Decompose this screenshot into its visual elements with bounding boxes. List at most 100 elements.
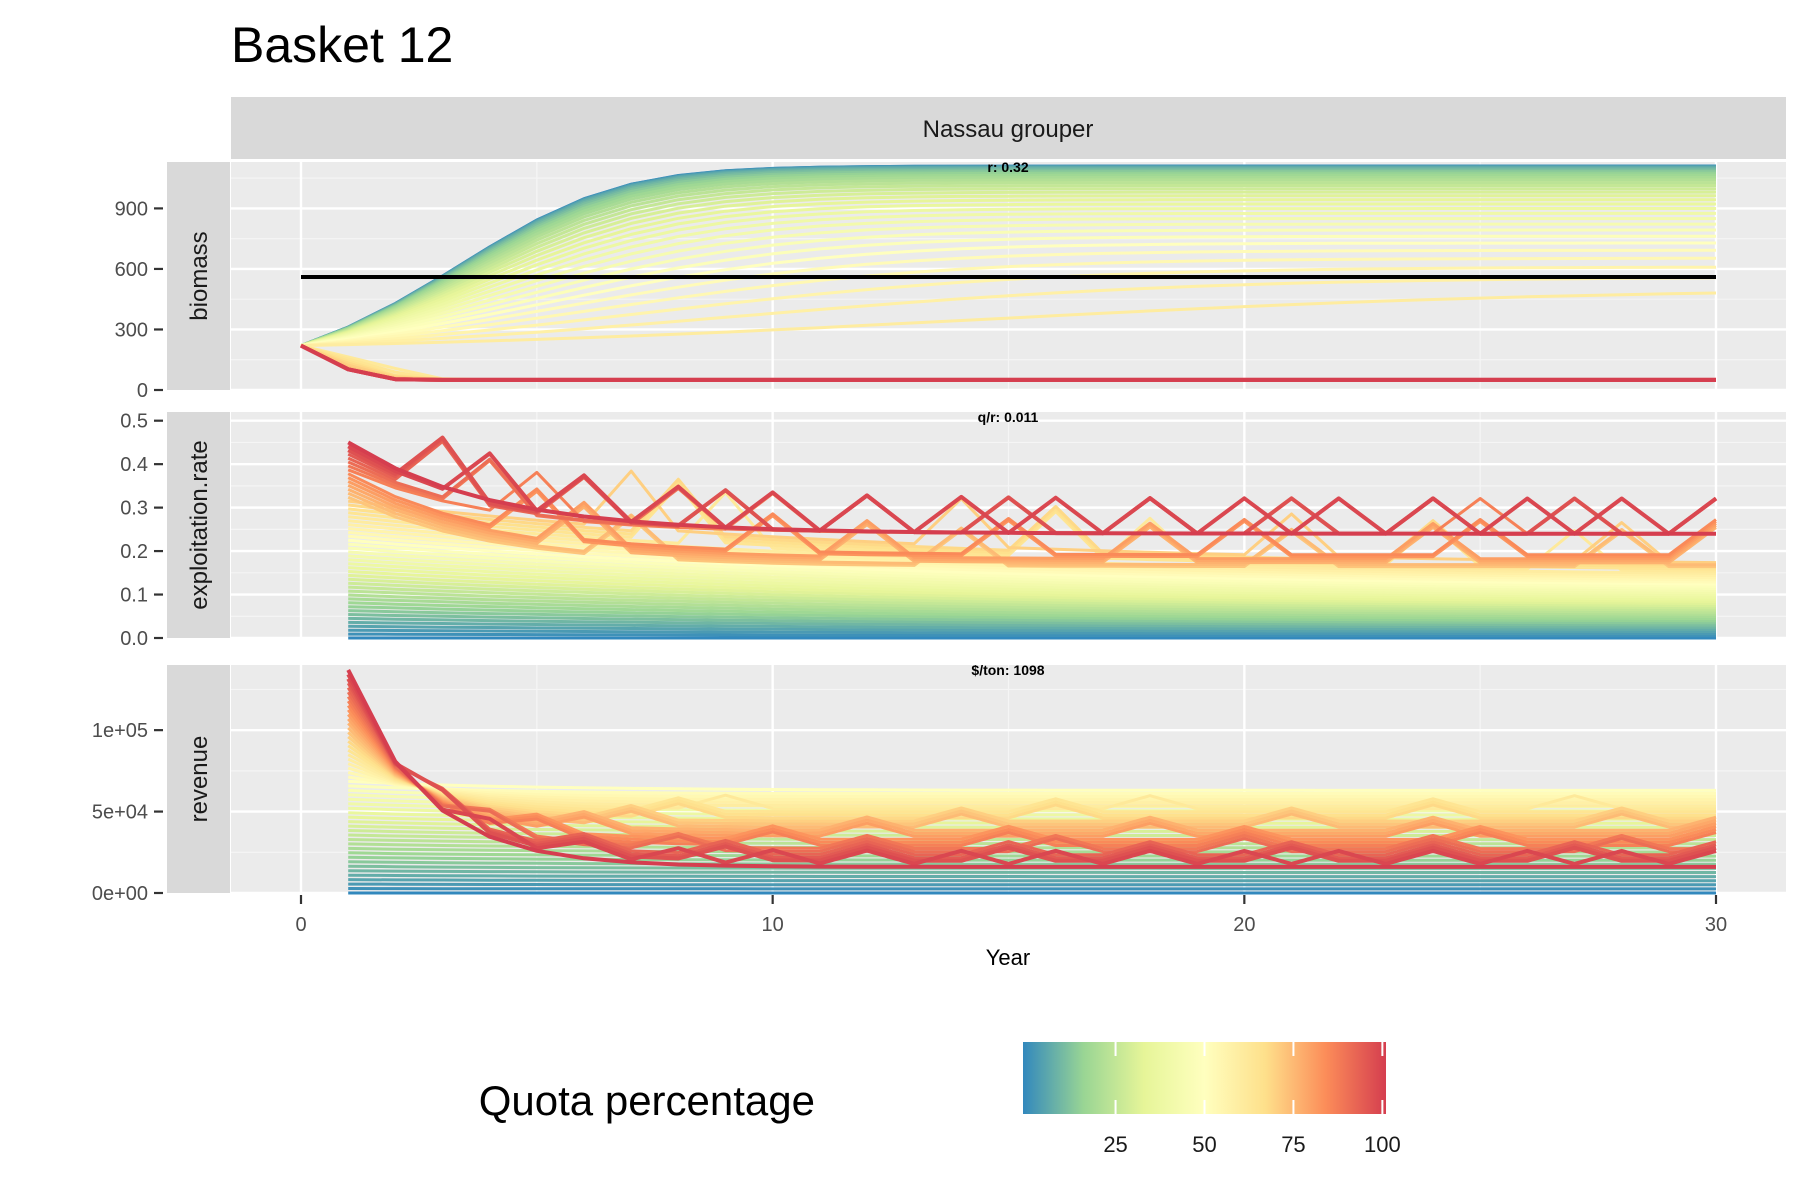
- series-line-quota-6: [348, 624, 1716, 633]
- y-tick-label: 0.3: [120, 498, 148, 520]
- series-line-quota-98: [347, 444, 1718, 536]
- y-tick-label: 0e+00: [92, 883, 148, 905]
- series-line-quota-14: [348, 860, 1716, 866]
- legend-tick-label: 50: [1192, 1132, 1216, 1157]
- series-line-quota-56: [347, 766, 1716, 802]
- facet-strip-label: Nassau grouper: [923, 116, 1094, 143]
- facet-strip-label: exploitation.rate: [186, 440, 213, 609]
- series-line-quota-8: [348, 620, 1717, 631]
- legend-title: Quota percentage: [479, 1077, 815, 1124]
- series-line-quota-84: [346, 704, 1717, 844]
- series-line-quota-38: [300, 207, 1716, 348]
- series-line-quota-66: [347, 744, 1716, 817]
- panel-biomass: r: 0.32 0 300 600 900 biomass: [115, 159, 1786, 402]
- series-line-quota-30: [300, 190, 1716, 348]
- y-tick-label: 900: [115, 198, 148, 220]
- panel-annotation: r: 0.32: [987, 159, 1028, 175]
- series-line-quota-14: [348, 609, 1717, 625]
- series-line-quota-26: [348, 585, 1717, 612]
- series-line-quota-52: [300, 248, 1716, 348]
- series-line-quota-12: [348, 613, 1717, 627]
- series-line-quota-24: [348, 589, 1717, 614]
- series-line-quota-36: [348, 566, 1717, 601]
- series-line-quota-92: [346, 686, 1717, 857]
- series-line-quota-34: [300, 198, 1716, 348]
- series-line-quota-8: [348, 873, 1716, 879]
- series-line-quota-42: [348, 554, 1717, 595]
- y-tick-label: 5e+04: [92, 802, 148, 824]
- series-line-quota-40: [348, 558, 1717, 597]
- series-line-quota-32: [300, 194, 1716, 348]
- series-line-quota-56: [300, 265, 1717, 348]
- series-line-quota-50: [300, 241, 1716, 348]
- facet-strip-label: revenue: [186, 736, 213, 823]
- y-tick-label: 0.4: [120, 454, 148, 476]
- y-tick-label: 0.0: [120, 628, 148, 650]
- series-line-quota-38: [348, 562, 1717, 599]
- series-line-quota-30: [348, 577, 1717, 608]
- series-line-quota-78: [347, 484, 1717, 563]
- x-tick-label: 0: [295, 914, 306, 936]
- facet-strip-label: biomass: [186, 231, 213, 320]
- facet-strip-biomass: [167, 162, 230, 390]
- series-line-quota-46: [300, 228, 1716, 348]
- series-group-biomass: [300, 164, 1717, 382]
- series-line-quota-82: [347, 709, 1717, 841]
- series-line-quota-16: [300, 171, 1716, 348]
- y-tick-label: 0.2: [120, 541, 148, 563]
- series-line-quota-24: [300, 181, 1716, 348]
- series-group-exploitation: [347, 435, 1718, 640]
- series-line-quota-80: [347, 480, 1717, 561]
- series-line-quota-46: [348, 546, 1717, 590]
- series-line-quota-58: [347, 762, 1716, 805]
- chart-title: Basket 12: [231, 17, 453, 73]
- series-line-quota-94: [346, 682, 1717, 860]
- legend-tick-label: 75: [1281, 1132, 1305, 1157]
- series-line-quota-20: [348, 597, 1717, 618]
- panels-group: r: 0.32 0 300 600 900 biomass q/r: 0.011 0.0 0.1…: [92, 159, 1786, 905]
- series-line-quota-50: [348, 779, 1716, 792]
- series-line-quota-18: [348, 601, 1717, 621]
- y-tick-label: 1e+05: [92, 720, 148, 742]
- x-axis: 0 10 20 30: [295, 895, 1727, 936]
- series-line-quota-20: [300, 176, 1716, 348]
- series-line-quota-26: [300, 184, 1716, 348]
- series-line-quota-4: [348, 882, 1716, 887]
- series-line-quota-54: [300, 256, 1716, 348]
- series-line-quota-50: [348, 538, 1717, 586]
- series-line-quota-6: [348, 878, 1716, 883]
- series-line-quota-32: [348, 573, 1717, 605]
- series-line-quota-100: [347, 440, 1716, 536]
- series-line-quota-28: [348, 581, 1717, 610]
- series-line-quota-74: [347, 491, 1716, 567]
- series-line-quota-10: [348, 616, 1716, 629]
- series-line-quota-48: [300, 234, 1717, 348]
- series-line-quota-98: [346, 673, 1717, 866]
- y-tick-label: 0: [137, 380, 148, 402]
- series-group-revenue: [346, 668, 1717, 895]
- series-line-quota-28: [300, 187, 1716, 348]
- x-axis-title: Year: [986, 945, 1030, 970]
- x-tick-label: 30: [1705, 914, 1727, 936]
- panel-annotation: q/r: 0.011: [978, 409, 1039, 425]
- series-line-quota-44: [300, 222, 1716, 348]
- panel-exploitation: q/r: 0.011 0.0 0.1 0.2 0.3 0.4 0.5 exploitation…: [120, 409, 1786, 650]
- series-line-quota-64: [347, 748, 1716, 814]
- y-tick-label: 600: [115, 259, 148, 281]
- facet-strip-revenue: [167, 665, 230, 893]
- series-line-quota-54: [347, 771, 1716, 798]
- series-line-quota-48: [348, 542, 1717, 588]
- series-line-quota-2: [348, 632, 1716, 638]
- series-line-quota-42: [300, 217, 1716, 348]
- y-tick-label: 0.1: [120, 585, 148, 607]
- series-line-quota-14: [300, 170, 1716, 348]
- y-tick-label: 0.5: [120, 411, 148, 433]
- series-line-quota-22: [348, 593, 1717, 616]
- series-line-quota-16: [348, 605, 1717, 623]
- legend: Quota percentage 25 50 75 100: [479, 1042, 1401, 1157]
- series-line-quota-100: [346, 668, 1716, 869]
- y-tick-label: 300: [115, 319, 148, 341]
- panel-annotation: $/ton: 1098: [971, 662, 1044, 678]
- legend-tick-label: 100: [1364, 1132, 1401, 1157]
